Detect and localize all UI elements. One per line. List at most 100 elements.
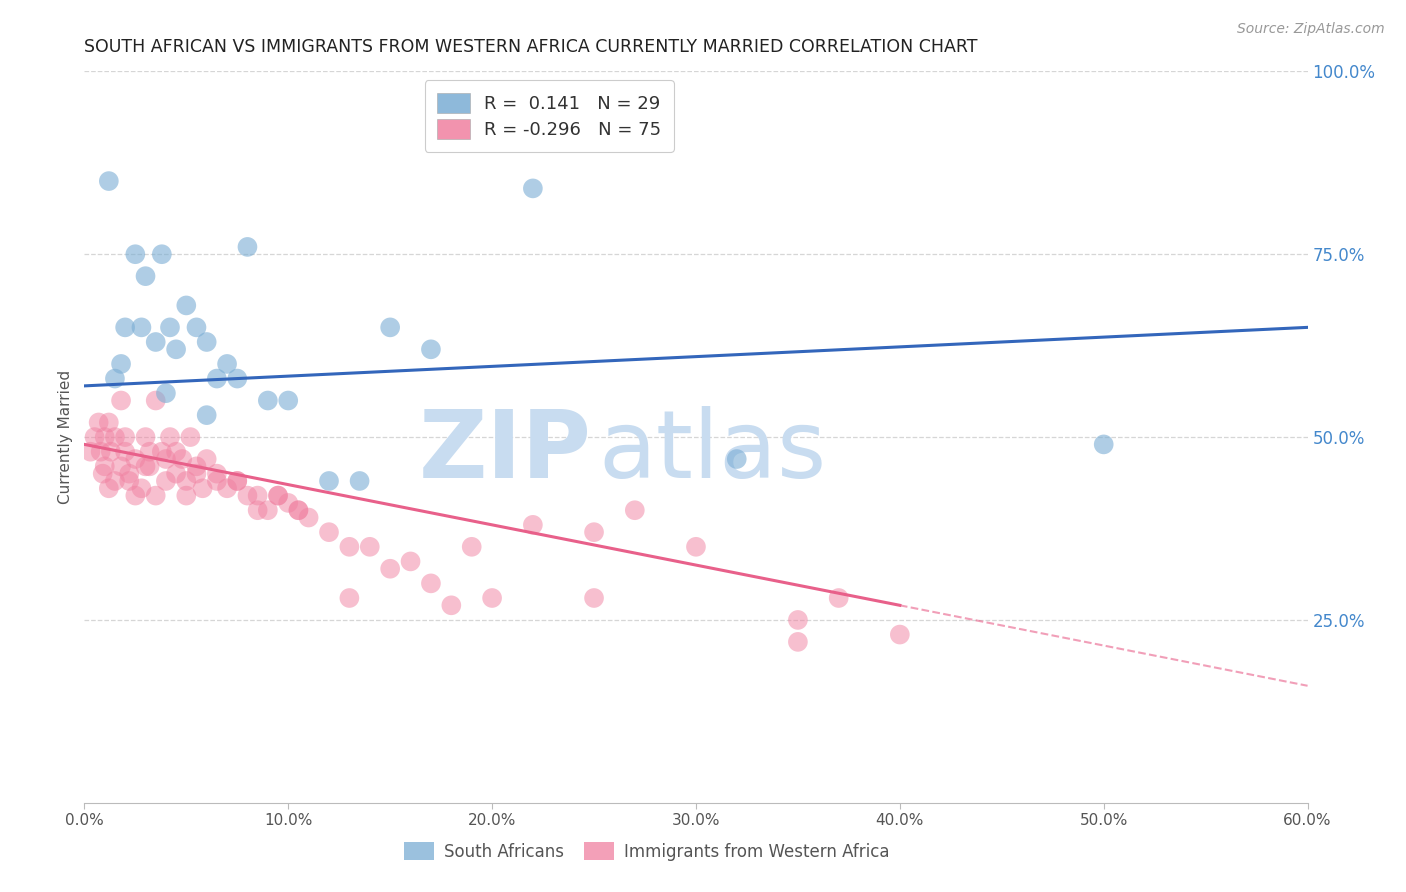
- Point: [236, 489, 259, 503]
- Point: [87, 416, 110, 430]
- Point: [217, 481, 239, 495]
- Point: [165, 467, 187, 481]
- Point: [205, 371, 228, 385]
- Point: [145, 393, 167, 408]
- Point: [725, 452, 748, 467]
- Point: [339, 540, 361, 554]
- Point: [186, 320, 208, 334]
- Point: [226, 474, 249, 488]
- Text: Source: ZipAtlas.com: Source: ZipAtlas.com: [1237, 22, 1385, 37]
- Point: [118, 474, 141, 488]
- Point: [97, 174, 120, 188]
- Text: SOUTH AFRICAN VS IMMIGRANTS FROM WESTERN AFRICA CURRENTLY MARRIED CORRELATION CH: SOUTH AFRICAN VS IMMIGRANTS FROM WESTERN…: [84, 38, 977, 56]
- Point: [114, 444, 136, 458]
- Point: [93, 459, 115, 474]
- Point: [135, 430, 157, 444]
- Point: [246, 503, 269, 517]
- Point: [195, 408, 218, 422]
- Point: [226, 474, 249, 488]
- Point: [97, 416, 120, 430]
- Text: ZIP: ZIP: [419, 406, 592, 498]
- Point: [226, 371, 249, 385]
- Point: [787, 613, 810, 627]
- Point: [349, 474, 371, 488]
- Point: [79, 444, 101, 458]
- Point: [124, 452, 146, 467]
- Point: [172, 452, 194, 467]
- Point: [217, 357, 239, 371]
- Point: [135, 269, 157, 284]
- Point: [583, 525, 606, 540]
- Point: [93, 430, 115, 444]
- Point: [287, 503, 309, 517]
- Point: [150, 444, 173, 458]
- Point: [159, 430, 181, 444]
- Point: [100, 444, 122, 458]
- Y-axis label: Currently Married: Currently Married: [58, 370, 73, 504]
- Point: [624, 503, 647, 517]
- Point: [110, 357, 132, 371]
- Point: [104, 430, 127, 444]
- Point: [287, 503, 309, 517]
- Text: atlas: atlas: [598, 406, 827, 498]
- Point: [155, 474, 177, 488]
- Point: [685, 540, 707, 554]
- Point: [91, 467, 114, 481]
- Point: [399, 554, 422, 568]
- Point: [522, 181, 544, 195]
- Point: [359, 540, 381, 554]
- Point: [195, 452, 218, 467]
- Point: [131, 481, 153, 495]
- Point: [174, 298, 197, 312]
- Point: [155, 452, 177, 467]
- Point: [174, 489, 197, 503]
- Point: [277, 393, 299, 408]
- Point: [131, 320, 153, 334]
- Point: [104, 474, 127, 488]
- Point: [236, 240, 259, 254]
- Point: [186, 459, 208, 474]
- Point: [380, 562, 402, 576]
- Point: [110, 393, 132, 408]
- Point: [420, 576, 443, 591]
- Point: [257, 393, 280, 408]
- Point: [277, 496, 299, 510]
- Point: [522, 517, 544, 532]
- Point: [828, 591, 851, 605]
- Point: [165, 444, 187, 458]
- Point: [97, 481, 120, 495]
- Point: [583, 591, 606, 605]
- Point: [110, 459, 132, 474]
- Point: [186, 467, 208, 481]
- Point: [267, 489, 290, 503]
- Point: [787, 635, 810, 649]
- Point: [420, 343, 443, 357]
- Point: [339, 591, 361, 605]
- Point: [90, 444, 112, 458]
- Point: [195, 334, 218, 349]
- Point: [205, 467, 228, 481]
- Point: [138, 459, 160, 474]
- Point: [114, 430, 136, 444]
- Point: [380, 320, 402, 334]
- Point: [138, 444, 160, 458]
- Point: [179, 430, 201, 444]
- Point: [191, 481, 214, 495]
- Point: [104, 371, 127, 385]
- Point: [318, 474, 340, 488]
- Point: [461, 540, 484, 554]
- Point: [150, 247, 173, 261]
- Point: [135, 459, 157, 474]
- Point: [159, 320, 181, 334]
- Point: [257, 503, 280, 517]
- Point: [205, 474, 228, 488]
- Point: [145, 489, 167, 503]
- Point: [145, 334, 167, 349]
- Legend: South Africans, Immigrants from Western Africa: South Africans, Immigrants from Western …: [398, 836, 897, 868]
- Point: [165, 343, 187, 357]
- Point: [155, 386, 177, 401]
- Point: [889, 627, 911, 641]
- Point: [83, 430, 105, 444]
- Point: [481, 591, 503, 605]
- Point: [174, 474, 197, 488]
